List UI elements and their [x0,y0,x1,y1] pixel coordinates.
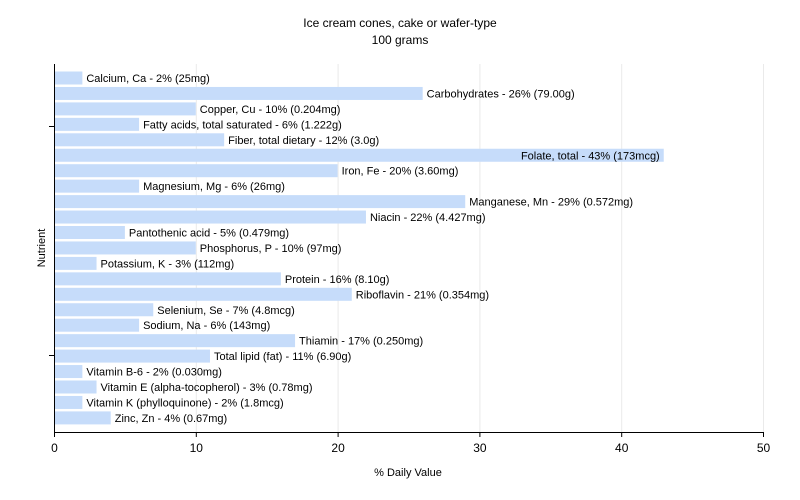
x-axis-label: % Daily Value [374,467,442,479]
bar-1 [55,86,423,100]
bar-19 [55,365,83,379]
bar-label-13: Protein - 16% (8.10g) [285,274,390,286]
bar-16 [55,318,140,332]
bar-label-5: Folate, total - 43% (173mcg) [521,150,660,162]
bar-13 [55,272,281,286]
chart-title: Ice cream cones, cake or wafer-type [303,16,497,30]
bar-label-20: Vitamin E (alpha-tocopherol) - 3% (0.78m… [101,382,313,394]
x-tick-label-30: 30 [473,441,487,455]
bar-label-9: Niacin - 22% (4.427mg) [370,212,486,224]
bar-label-6: Iron, Fe - 20% (3.60mg) [342,166,459,178]
bars: Calcium, Ca - 2% (25mg) Carbohydrates - 2… [55,71,664,425]
bar-8 [55,195,466,209]
x-tick-label-10: 10 [190,441,204,455]
bar-5 [55,148,664,162]
bar-6 [55,164,338,178]
bar-17 [55,334,296,348]
bar-label-22: Zinc, Zn - 4% (0.67mg) [115,413,227,425]
bar-label-10: Pantothenic acid - 5% (0.479mg) [129,228,289,240]
bar-label-16: Sodium, Na - 6% (143mg) [143,320,270,332]
bar-label-7: Magnesium, Mg - 6% (26mg) [143,181,285,193]
bar-label-3: Fatty acids, total saturated - 6% (1.222… [143,119,342,131]
y-axis-label: Nutrient [36,229,48,268]
bar-label-18: Total lipid (fat) - 11% (6.90g) [214,351,351,363]
bar-label-4: Fiber, total dietary - 12% (3.0g) [228,135,379,147]
x-tick-label-0: 0 [51,441,58,455]
bar-18 [55,349,210,363]
grid [195,64,764,432]
bar-22 [55,411,111,425]
bar-label-0: Calcium, Ca - 2% (25mg) [86,73,209,85]
x-tick-label-40: 40 [615,441,629,455]
bar-20 [55,380,97,394]
bar-12 [55,256,97,270]
bar-label-15: Selenium, Se - 7% (4.8mcg) [157,305,295,317]
bar-label-17: Thiamin - 17% (0.250mg) [299,336,423,348]
bar-label-12: Potassium, K - 3% (112mg) [101,258,235,270]
bar-label-2: Copper, Cu - 10% (0.204mg) [200,104,341,116]
bar-10 [55,226,125,239]
bar-7 [55,179,140,193]
bar-label-21: Vitamin K (phylloquinone) - 2% (1.8mcg) [86,397,283,409]
x-tick-label-20: 20 [331,441,345,455]
bar-14 [55,287,352,301]
bar-11 [55,241,196,255]
bar-label-19: Vitamin B-6 - 2% (0.030mg) [86,367,222,379]
bar-3 [55,117,140,131]
bar-21 [55,395,83,409]
bar-label-14: Riboflavin - 21% (0.354mg) [356,289,489,301]
axes: 0 10 20 30 40 50 [49,64,770,455]
bar-4 [55,133,225,147]
chart-subtitle: 100 grams [372,33,429,47]
bar-label-11: Phosphorus, P - 10% (97mg) [200,243,342,255]
bar-0 [55,71,83,85]
bar-15 [55,303,154,317]
x-tick-label-50: 50 [757,441,771,455]
bar-2 [55,102,196,116]
bar-9 [55,210,366,224]
bar-label-8: Manganese, Mn - 29% (0.572mg) [469,197,633,209]
bar-label-1: Carbohydrates - 26% (79.00g) [427,88,575,100]
